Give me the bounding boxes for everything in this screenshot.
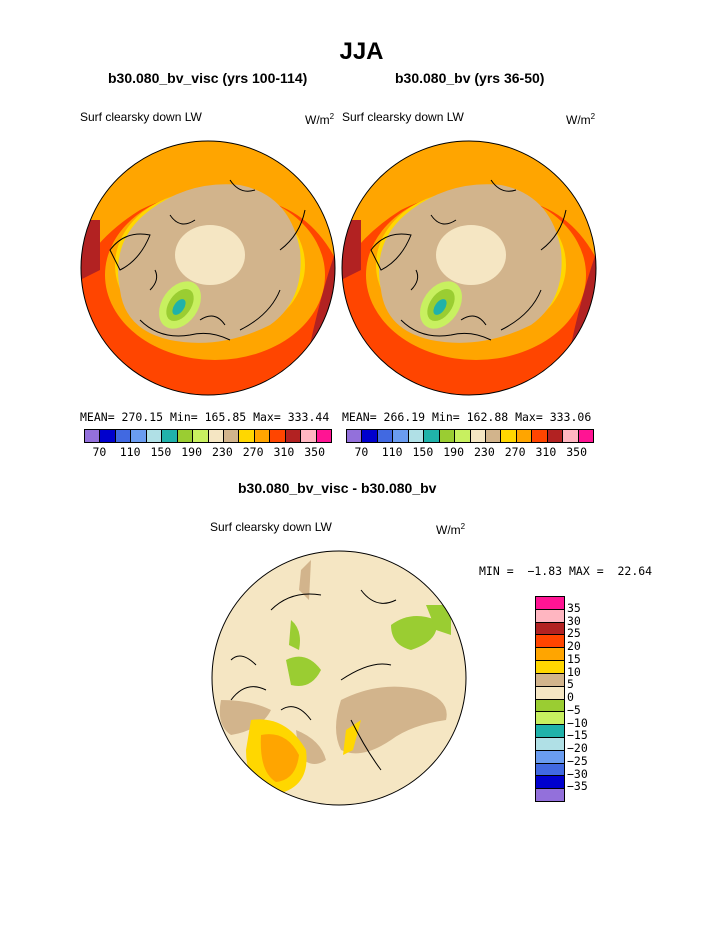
diff-subtitle: Surf clearsky down LW — [210, 520, 332, 534]
colorbar-level-label: 30 — [567, 613, 581, 628]
colorbar-swatch — [536, 750, 564, 764]
colorbar-tick-label: 150 — [412, 445, 434, 459]
panel-2-colorbar — [346, 429, 594, 443]
colorbar-tick-label: 270 — [242, 445, 264, 459]
colorbar-swatch — [208, 430, 224, 442]
colorbar-swatch — [547, 430, 564, 442]
colorbar-swatch — [536, 686, 564, 700]
panel-2-units: W/m2 — [566, 112, 596, 127]
colorbar-level-label: 15 — [567, 651, 581, 666]
colorbar-tick-label: 270 — [504, 445, 526, 459]
colorbar-swatch — [536, 609, 564, 623]
colorbar-tick-label: 350 — [304, 445, 326, 459]
colorbar-swatch — [115, 430, 132, 442]
diff-units: W/m2 — [436, 522, 466, 537]
diff-map — [211, 550, 467, 806]
colorbar-tick-label: 110 — [381, 445, 403, 459]
diff-title: b30.080_bv_visc - b30.080_bv — [238, 480, 437, 496]
colorbar-level-label: 20 — [567, 639, 581, 653]
panel-1-colorbar — [84, 429, 332, 443]
colorbar-swatch — [536, 673, 564, 687]
colorbar-swatch — [536, 712, 564, 726]
panel-1-subtitle: Surf clearsky down LW — [80, 110, 202, 124]
panel-1-title: b30.080_bv_visc (yrs 100-114) — [108, 70, 308, 86]
colorbar-swatch — [393, 430, 409, 442]
colorbar-swatch — [377, 430, 394, 442]
colorbar-swatch — [536, 622, 564, 636]
colorbar-swatch — [563, 430, 579, 442]
colorbar-tick-label: 150 — [150, 445, 172, 459]
colorbar-level-label: 35 — [567, 600, 581, 615]
colorbar-swatch — [347, 430, 363, 442]
colorbar-level-label: −35 — [567, 779, 588, 794]
page-title: JJA — [339, 38, 384, 65]
colorbar-swatch — [536, 789, 564, 801]
diff-colorbar — [535, 596, 565, 802]
colorbar-swatch — [501, 430, 517, 442]
colorbar-tick-label: 230 — [211, 445, 233, 459]
colorbar-swatch — [536, 648, 564, 662]
colorbar-swatch — [162, 430, 178, 442]
colorbar-level-label: −30 — [567, 766, 588, 781]
colorbar-level-label: −15 — [567, 728, 588, 743]
colorbar-tick-label: 350 — [566, 445, 588, 459]
colorbar-swatch — [131, 430, 147, 442]
colorbar-level-label: 5 — [567, 677, 574, 692]
panel-2-subtitle: Surf clearsky down LW — [342, 110, 464, 124]
colorbar-swatch — [536, 763, 564, 777]
colorbar-swatch — [285, 430, 302, 442]
colorbar-level-label: 25 — [567, 626, 581, 641]
panel-1-map — [80, 140, 336, 396]
colorbar-tick-label: 70 — [354, 445, 369, 459]
colorbar-swatch — [536, 776, 564, 790]
colorbar-swatch — [536, 597, 564, 610]
panel-2-map — [341, 140, 597, 396]
colorbar-tick-label: 230 — [473, 445, 495, 459]
colorbar-swatch — [239, 430, 255, 442]
colorbar-swatch — [270, 430, 286, 442]
diff-stats: MIN = −1.83 MAX = 22.64 — [479, 564, 653, 578]
colorbar-swatch — [532, 430, 548, 442]
colorbar-swatch — [362, 430, 378, 442]
colorbar-level-label: −5 — [567, 702, 581, 717]
colorbar-tick-label: 190 — [443, 445, 465, 459]
colorbar-swatch — [301, 430, 317, 442]
colorbar-level-label: −20 — [567, 741, 588, 755]
panel-2-stats: MEAN= 266.19 Min= 162.88 Max= 333.06 — [342, 410, 592, 424]
colorbar-swatch — [455, 430, 471, 442]
colorbar-level-label: −10 — [567, 715, 588, 730]
colorbar-swatch — [578, 430, 593, 442]
colorbar-swatch — [536, 661, 564, 674]
colorbar-level-label: −25 — [567, 753, 588, 768]
colorbar-swatch — [193, 430, 209, 442]
panel-1-stats: MEAN= 270.15 Min= 165.85 Max= 333.44 — [80, 410, 330, 424]
colorbar-level-label: 10 — [567, 664, 581, 679]
colorbar-swatch — [485, 430, 502, 442]
colorbar-swatch — [516, 430, 533, 442]
colorbar-tick-label: 190 — [181, 445, 203, 459]
colorbar-swatch — [408, 430, 425, 442]
panel-1-units: W/m2 — [305, 112, 335, 127]
colorbar-swatch — [424, 430, 440, 442]
colorbar-swatch — [223, 430, 240, 442]
colorbar-tick-label: 110 — [119, 445, 141, 459]
colorbar-swatch — [536, 635, 564, 649]
colorbar-swatch — [146, 430, 163, 442]
colorbar-level-label: 0 — [567, 690, 574, 704]
colorbar-swatch — [470, 430, 486, 442]
colorbar-swatch — [316, 430, 331, 442]
colorbar-swatch — [536, 699, 564, 713]
colorbar-tick-label: 310 — [273, 445, 295, 459]
colorbar-swatch — [536, 725, 564, 738]
colorbar-swatch — [100, 430, 116, 442]
colorbar-swatch — [85, 430, 101, 442]
colorbar-swatch — [439, 430, 456, 442]
colorbar-swatch — [177, 430, 194, 442]
colorbar-swatch — [536, 737, 564, 751]
colorbar-tick-label: 70 — [92, 445, 107, 459]
colorbar-tick-label: 310 — [535, 445, 557, 459]
colorbar-swatch — [254, 430, 271, 442]
panel-2-title: b30.080_bv (yrs 36-50) — [395, 70, 545, 86]
